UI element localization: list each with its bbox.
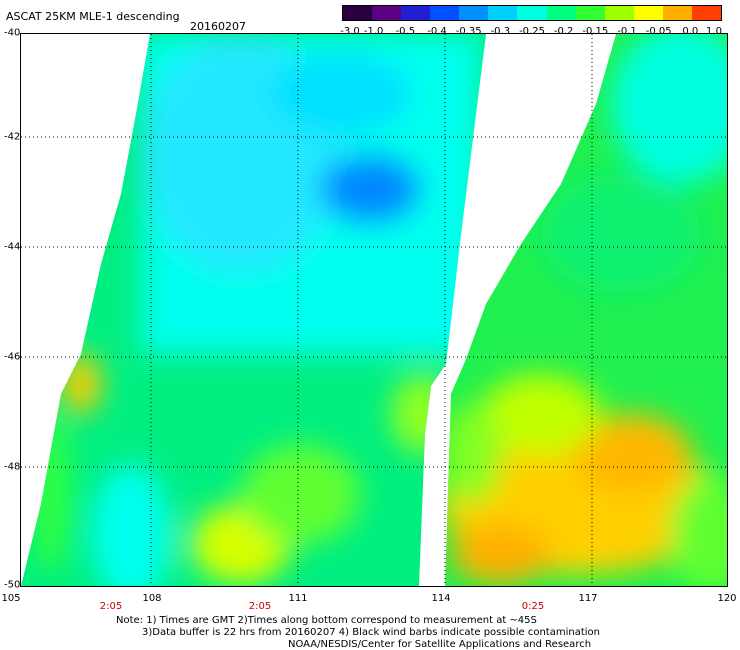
color-scale-segment: [372, 6, 402, 20]
color-scale-label: -0.2: [553, 26, 574, 37]
color-scale-label: -0.15: [582, 26, 609, 37]
product-title: ASCAT 25KM MLE-1 descending: [6, 10, 180, 23]
color-scale-label: -0.35: [455, 26, 482, 37]
color-scale-segment: [633, 6, 663, 20]
note-line-3: NOAA/NESDIS/Center for Satellite Applica…: [288, 639, 592, 650]
swath-map: [20, 33, 728, 587]
color-scale-label: 1.0: [706, 26, 722, 37]
color-scale-label: -0.4: [427, 26, 447, 37]
grid-lines: [21, 34, 727, 586]
x-tick-label: 117: [578, 593, 598, 604]
color-scale-bar: [342, 5, 722, 21]
color-scale-segment: [459, 6, 489, 20]
product-date: 20160207: [190, 20, 246, 33]
color-scale-segment: [691, 6, 722, 20]
swath-map-svg: [21, 34, 727, 586]
y-tick-label: -48: [4, 461, 21, 473]
y-tick-label: -50: [4, 579, 21, 591]
color-scale-label: -0.1: [617, 26, 637, 37]
color-scale-label: -1.0: [363, 26, 384, 37]
x-tick-label: 111: [288, 593, 308, 604]
time-label: 0:25: [521, 601, 545, 612]
color-scale-segment: [662, 6, 692, 20]
x-tick-label: 108: [142, 593, 162, 604]
color-scale-label: -0.5: [395, 26, 416, 37]
color-scale-segment: [575, 6, 605, 20]
x-tick-label: 105: [1, 593, 21, 604]
note-line-2: 3)Data buffer is 22 hrs from 20160207 4)…: [142, 627, 600, 638]
color-scale-label: -0.05: [645, 26, 672, 37]
color-scale-label: -3.0: [340, 26, 360, 37]
y-tick-label: -46: [4, 351, 21, 363]
time-label: 2:05: [248, 601, 272, 612]
color-scale-segment: [343, 6, 373, 20]
y-tick-label: -44: [4, 241, 21, 253]
color-scale-segment: [517, 6, 547, 20]
color-scale-segment: [604, 6, 634, 20]
x-tick-label: 120: [717, 593, 737, 604]
note-line-1: Note: 1) Times are GMT 2)Times along bot…: [116, 615, 537, 626]
color-scale-segment: [401, 6, 431, 20]
y-tick-label: -40: [4, 27, 21, 39]
time-label: 2:05: [99, 601, 123, 612]
x-tick-label: 114: [431, 593, 451, 604]
color-scale-segment: [430, 6, 460, 20]
color-scale-segment: [488, 6, 518, 20]
color-scale-label: -0.25: [519, 26, 545, 37]
y-tick-label: -42: [4, 131, 21, 143]
color-scale-segment: [546, 6, 576, 20]
color-scale-label: -0.3: [490, 26, 511, 37]
color-scale-label: 0.0: [682, 26, 699, 37]
